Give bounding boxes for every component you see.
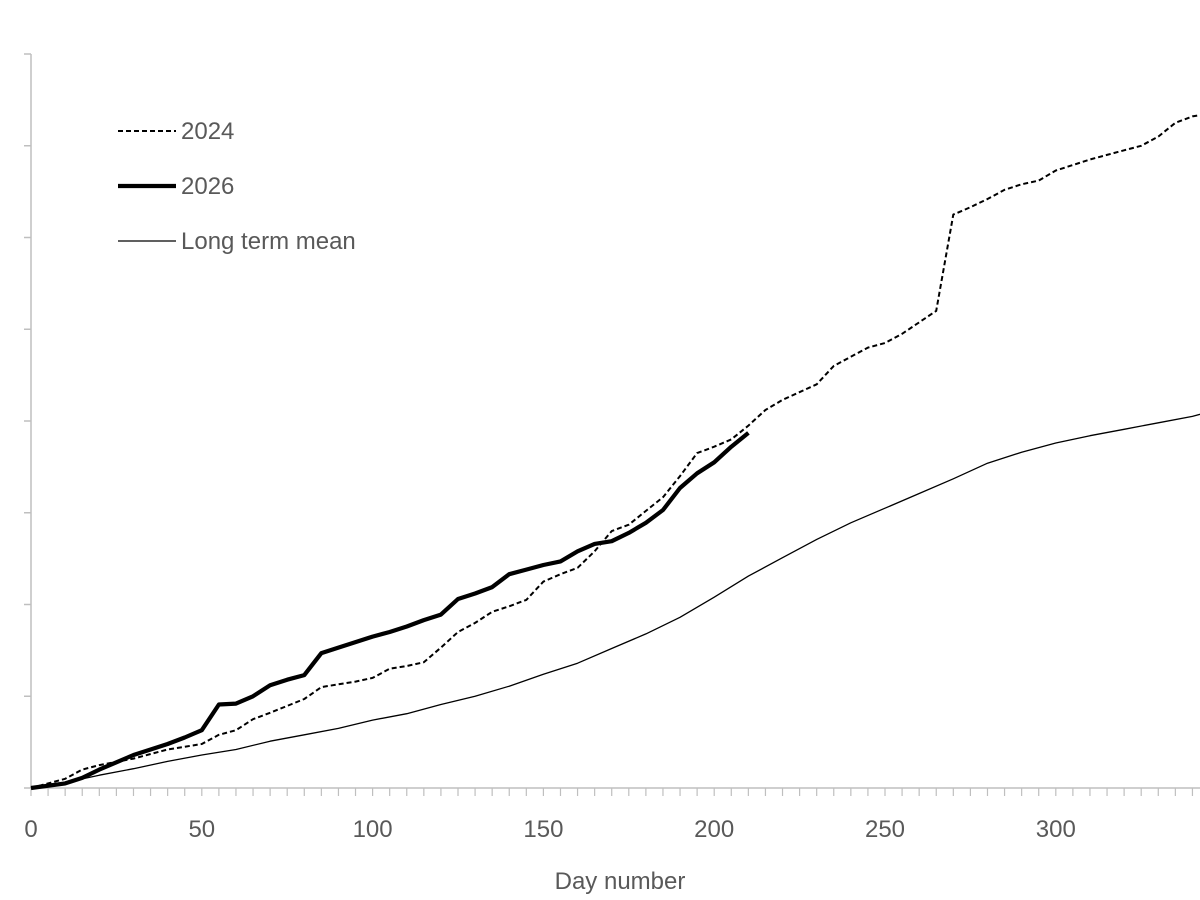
- x-tick-label-0: 0: [24, 816, 37, 843]
- x-axis: 0 50 100 150 200 250 300: [24, 787, 1200, 843]
- legend-label-2026: 2026: [181, 173, 234, 200]
- legend-label-2024: 2024: [181, 118, 234, 145]
- series-line-long-term-mean: [30, 413, 1200, 789]
- series-line-2024: [30, 114, 1200, 789]
- series-layer: [30, 114, 1200, 791]
- legend-label-long-term-mean: Long term mean: [181, 228, 356, 255]
- x-tick-label-300: 300: [1036, 816, 1076, 843]
- x-tick-label-50: 50: [188, 816, 215, 843]
- x-tick-label-100: 100: [353, 816, 393, 843]
- x-tick-label-200: 200: [694, 816, 734, 843]
- x-tick-label-250: 250: [865, 816, 905, 843]
- y-axis: [24, 53, 32, 789]
- legend: 2024 2026 Long term mean: [118, 118, 356, 255]
- x-tick-label-150: 150: [523, 816, 563, 843]
- series-line-2026: [30, 431, 750, 791]
- x-axis-title: Day number: [555, 868, 686, 895]
